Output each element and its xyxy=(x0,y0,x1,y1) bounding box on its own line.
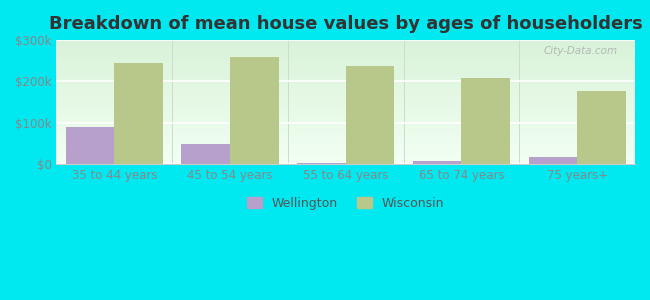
Bar xyxy=(181,143,230,164)
Bar xyxy=(66,127,114,164)
Text: City-Data.com: City-Data.com xyxy=(543,46,618,56)
Bar xyxy=(528,157,577,164)
Bar xyxy=(346,66,395,164)
Bar xyxy=(413,161,462,164)
Bar xyxy=(577,91,626,164)
Bar xyxy=(114,63,163,164)
Bar xyxy=(230,57,279,164)
Bar xyxy=(297,163,346,164)
Legend: Wellington, Wisconsin: Wellington, Wisconsin xyxy=(247,197,445,210)
Title: Breakdown of mean house values by ages of householders: Breakdown of mean house values by ages o… xyxy=(49,15,643,33)
Bar xyxy=(462,78,510,164)
